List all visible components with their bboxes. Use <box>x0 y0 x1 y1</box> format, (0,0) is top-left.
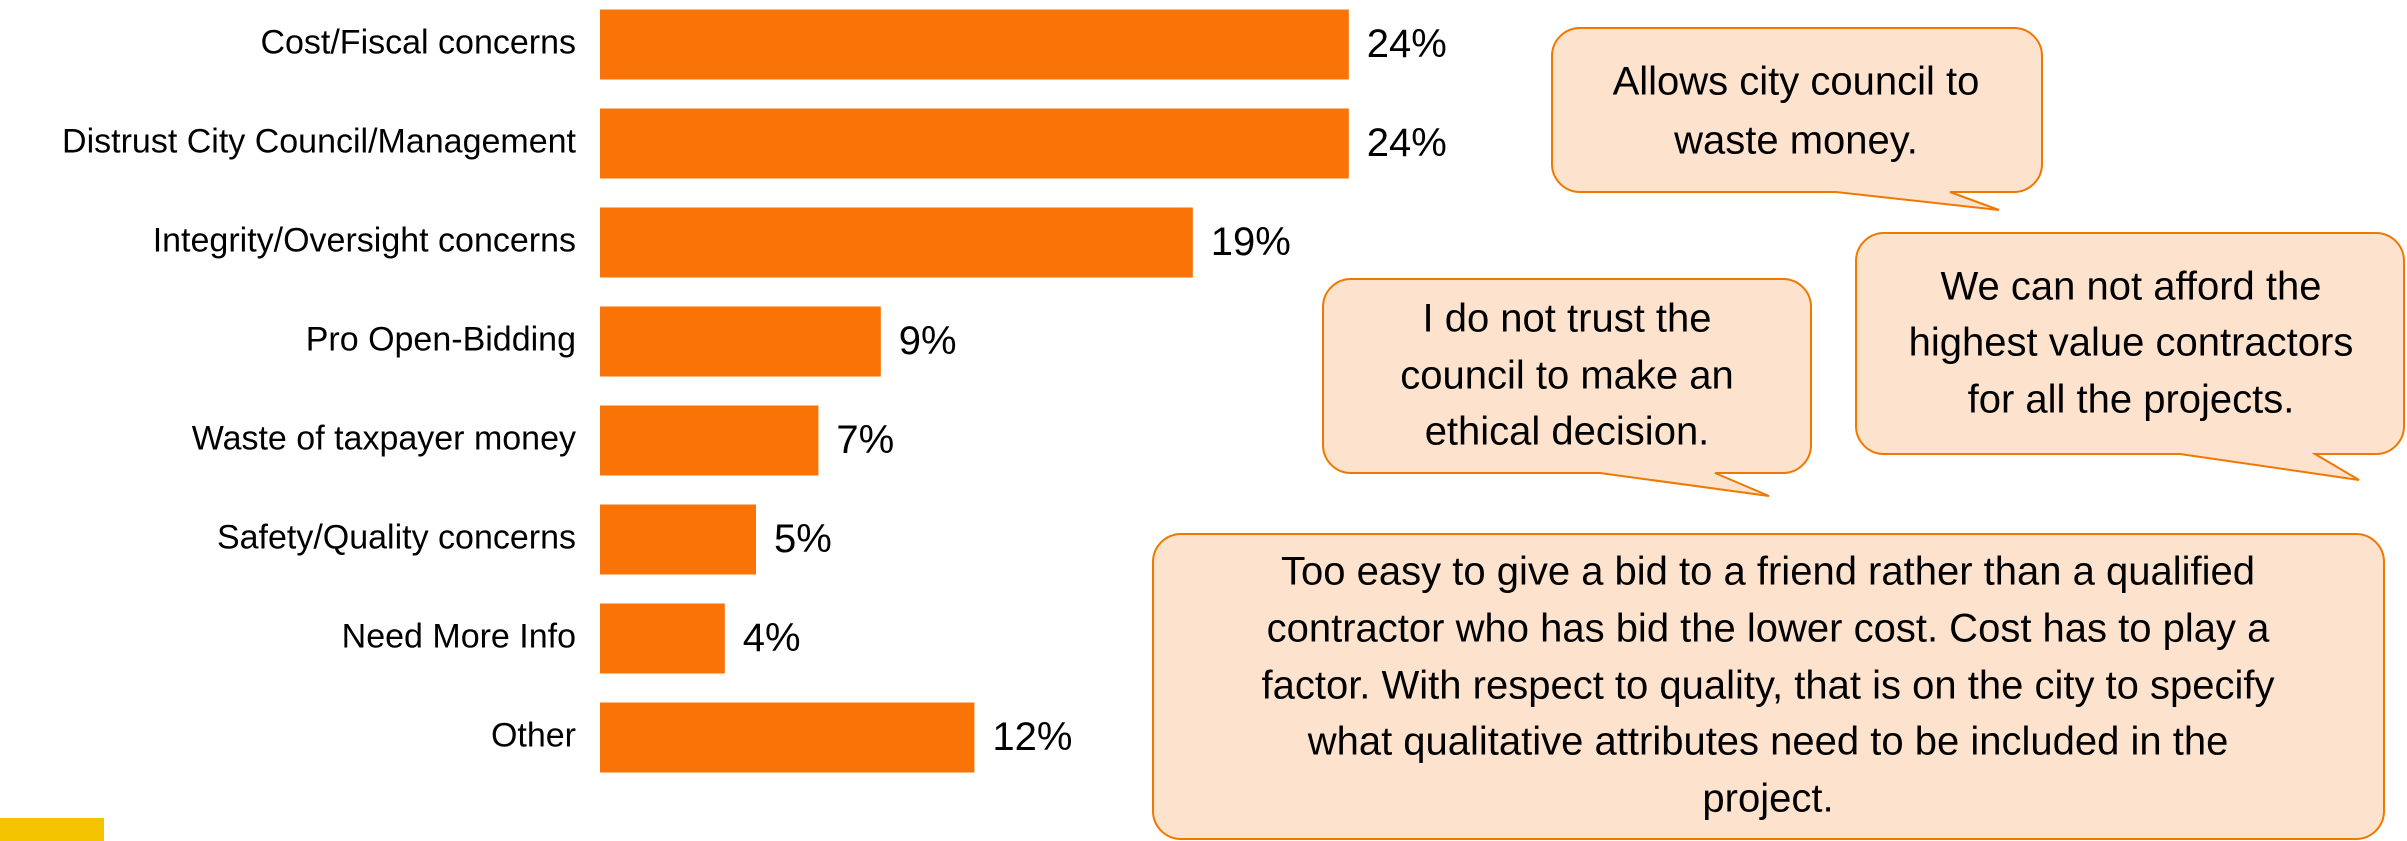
category-label: Other <box>491 716 576 754</box>
callout-bubble <box>1152 533 2385 840</box>
callout-text: I do not trust the <box>1422 297 1711 341</box>
callout-text: waste money. <box>1673 119 1918 163</box>
bar <box>600 207 1193 278</box>
value-label: 7% <box>836 418 894 462</box>
callout-text: factor. With respect to quality, that is… <box>1261 664 2274 708</box>
category-label: Distrust City Council/Management <box>62 122 577 160</box>
bar <box>600 504 756 575</box>
callout-text: what qualitative attributes need to be i… <box>1307 720 2229 764</box>
bar <box>600 603 725 674</box>
category-label: Integrity/Oversight concerns <box>153 221 576 259</box>
callout-text: council to make an <box>1400 354 1734 398</box>
category-label: Cost/Fiscal concerns <box>260 23 576 61</box>
bar <box>600 108 1349 179</box>
value-label: 9% <box>899 319 957 363</box>
value-label: 19% <box>1211 220 1291 264</box>
value-label: 12% <box>992 715 1072 759</box>
callout-text: project. <box>1702 777 1833 821</box>
callout-bubble <box>1855 232 2405 481</box>
callout-text: highest value contractors <box>1909 321 2354 365</box>
bar <box>600 9 1349 80</box>
bar <box>600 306 881 377</box>
category-label: Waste of taxpayer money <box>192 419 576 457</box>
page-badge <box>0 818 104 841</box>
callout-text: ethical decision. <box>1425 410 1710 454</box>
value-label: 24% <box>1367 22 1447 66</box>
bar <box>600 702 975 773</box>
callout-text: contractor who has bid the lower cost. C… <box>1267 607 2270 651</box>
callout-text: Allows city council to <box>1613 60 1980 104</box>
callout-bubble <box>1551 27 2043 211</box>
category-label: Pro Open-Bidding <box>306 320 576 358</box>
callout-bubble <box>1322 278 1812 497</box>
value-label: 24% <box>1367 121 1447 165</box>
callout-text: for all the projects. <box>1968 378 2295 422</box>
callout-text: We can not afford the <box>1941 265 2322 309</box>
category-label: Safety/Quality concerns <box>217 518 576 556</box>
bar <box>600 405 819 476</box>
value-label: 5% <box>774 517 832 561</box>
category-label: Need More Info <box>342 617 576 655</box>
callout-text: Too easy to give a bid to a friend rathe… <box>1281 550 2255 594</box>
value-label: 4% <box>743 616 801 660</box>
